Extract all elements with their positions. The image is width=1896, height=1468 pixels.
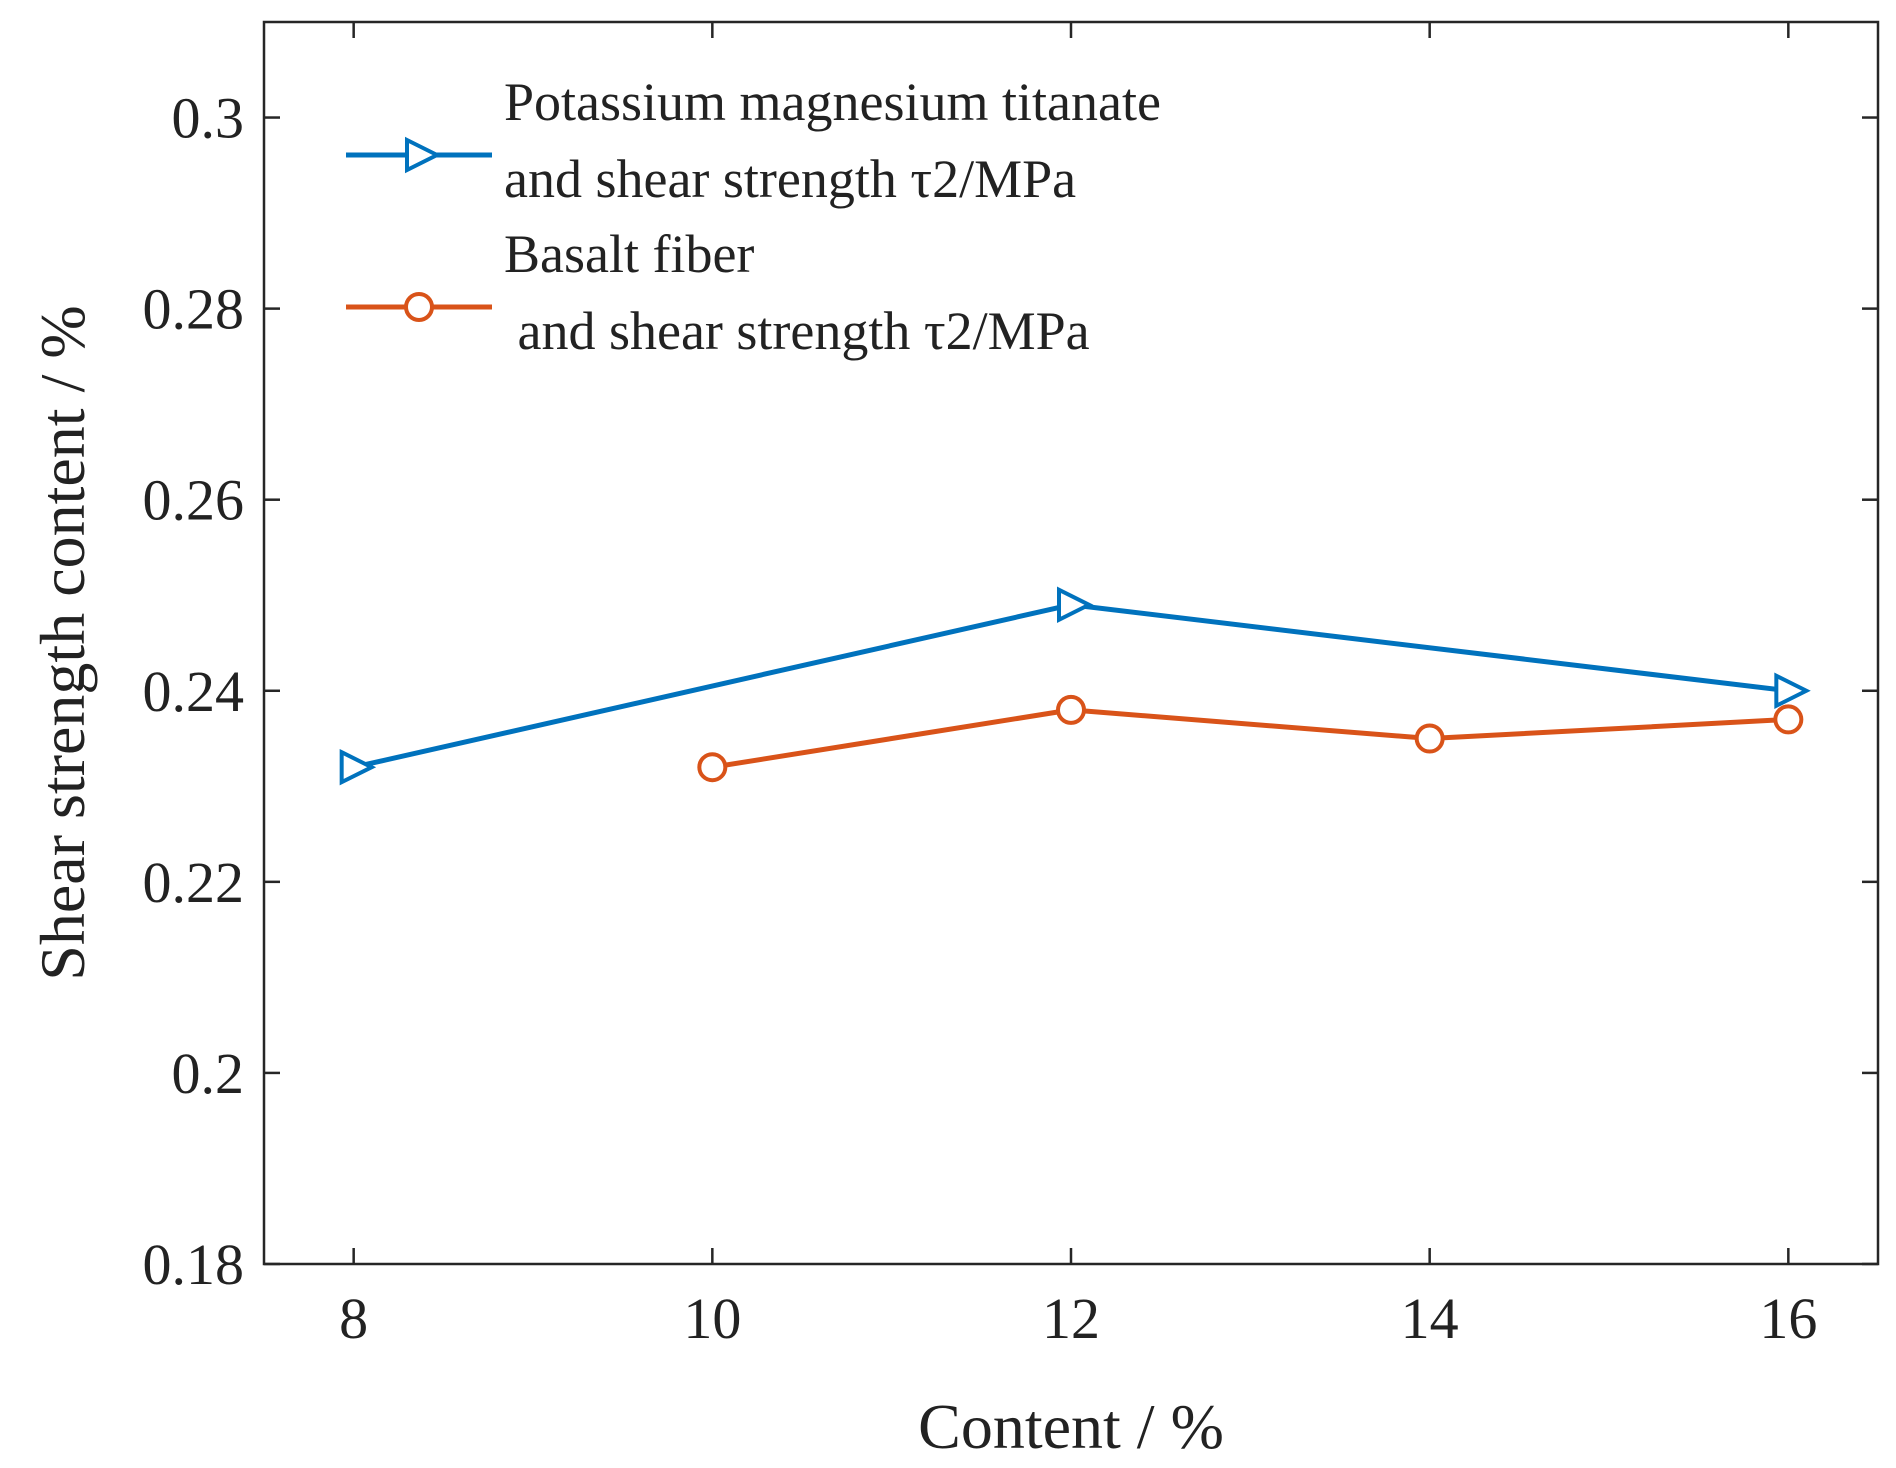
x-tick-label: 14 xyxy=(1401,1286,1459,1351)
legend-marker-2 xyxy=(404,292,434,322)
y-tick-label: 0.18 xyxy=(143,1232,245,1297)
y-tick-label: 0.28 xyxy=(143,277,245,342)
x-axis-title: Content / % xyxy=(918,1391,1224,1462)
y-tick-label: 0.22 xyxy=(143,850,245,915)
tick-labels-layer: 8 10 12 14 16 0.18 0.2 0.22 0.24 0.26 0.28 0.3 xyxy=(143,86,1818,1351)
data-point-marker xyxy=(1056,694,1086,725)
y-axis-title: Shear strength content / % xyxy=(27,305,98,980)
y-tick-label: 0.2 xyxy=(172,1041,245,1106)
legend-marker-1 xyxy=(405,136,442,174)
legend-label: and shear strength τ2/MPa xyxy=(504,149,1076,209)
x-tick-label: 16 xyxy=(1759,1286,1817,1351)
data-point-marker xyxy=(1773,704,1804,735)
legend: Potassium magnesium titanate and shear st… xyxy=(346,72,1161,361)
series-layer xyxy=(339,586,1811,786)
x-tick-label: 10 xyxy=(683,1286,741,1351)
x-tick-label: 8 xyxy=(339,1286,368,1351)
data-point-marker xyxy=(1774,672,1811,710)
data-point-marker xyxy=(697,752,728,783)
axes-box xyxy=(262,20,1880,1266)
x-tick-label: 12 xyxy=(1042,1286,1100,1351)
y-tick-label: 0.3 xyxy=(172,86,245,151)
y-tick-label: 0.26 xyxy=(143,468,245,533)
data-point-marker xyxy=(339,748,377,786)
y-tick-label: 0.24 xyxy=(143,659,245,724)
legend-label: and shear strength τ2/MPa xyxy=(504,301,1090,361)
data-point-marker xyxy=(1414,723,1445,754)
legend-label: Basalt fiber xyxy=(504,224,754,284)
series-line-2 xyxy=(711,707,1789,770)
data-point-marker xyxy=(1057,586,1094,624)
legend-label: Potassium magnesium titanate xyxy=(504,72,1161,132)
